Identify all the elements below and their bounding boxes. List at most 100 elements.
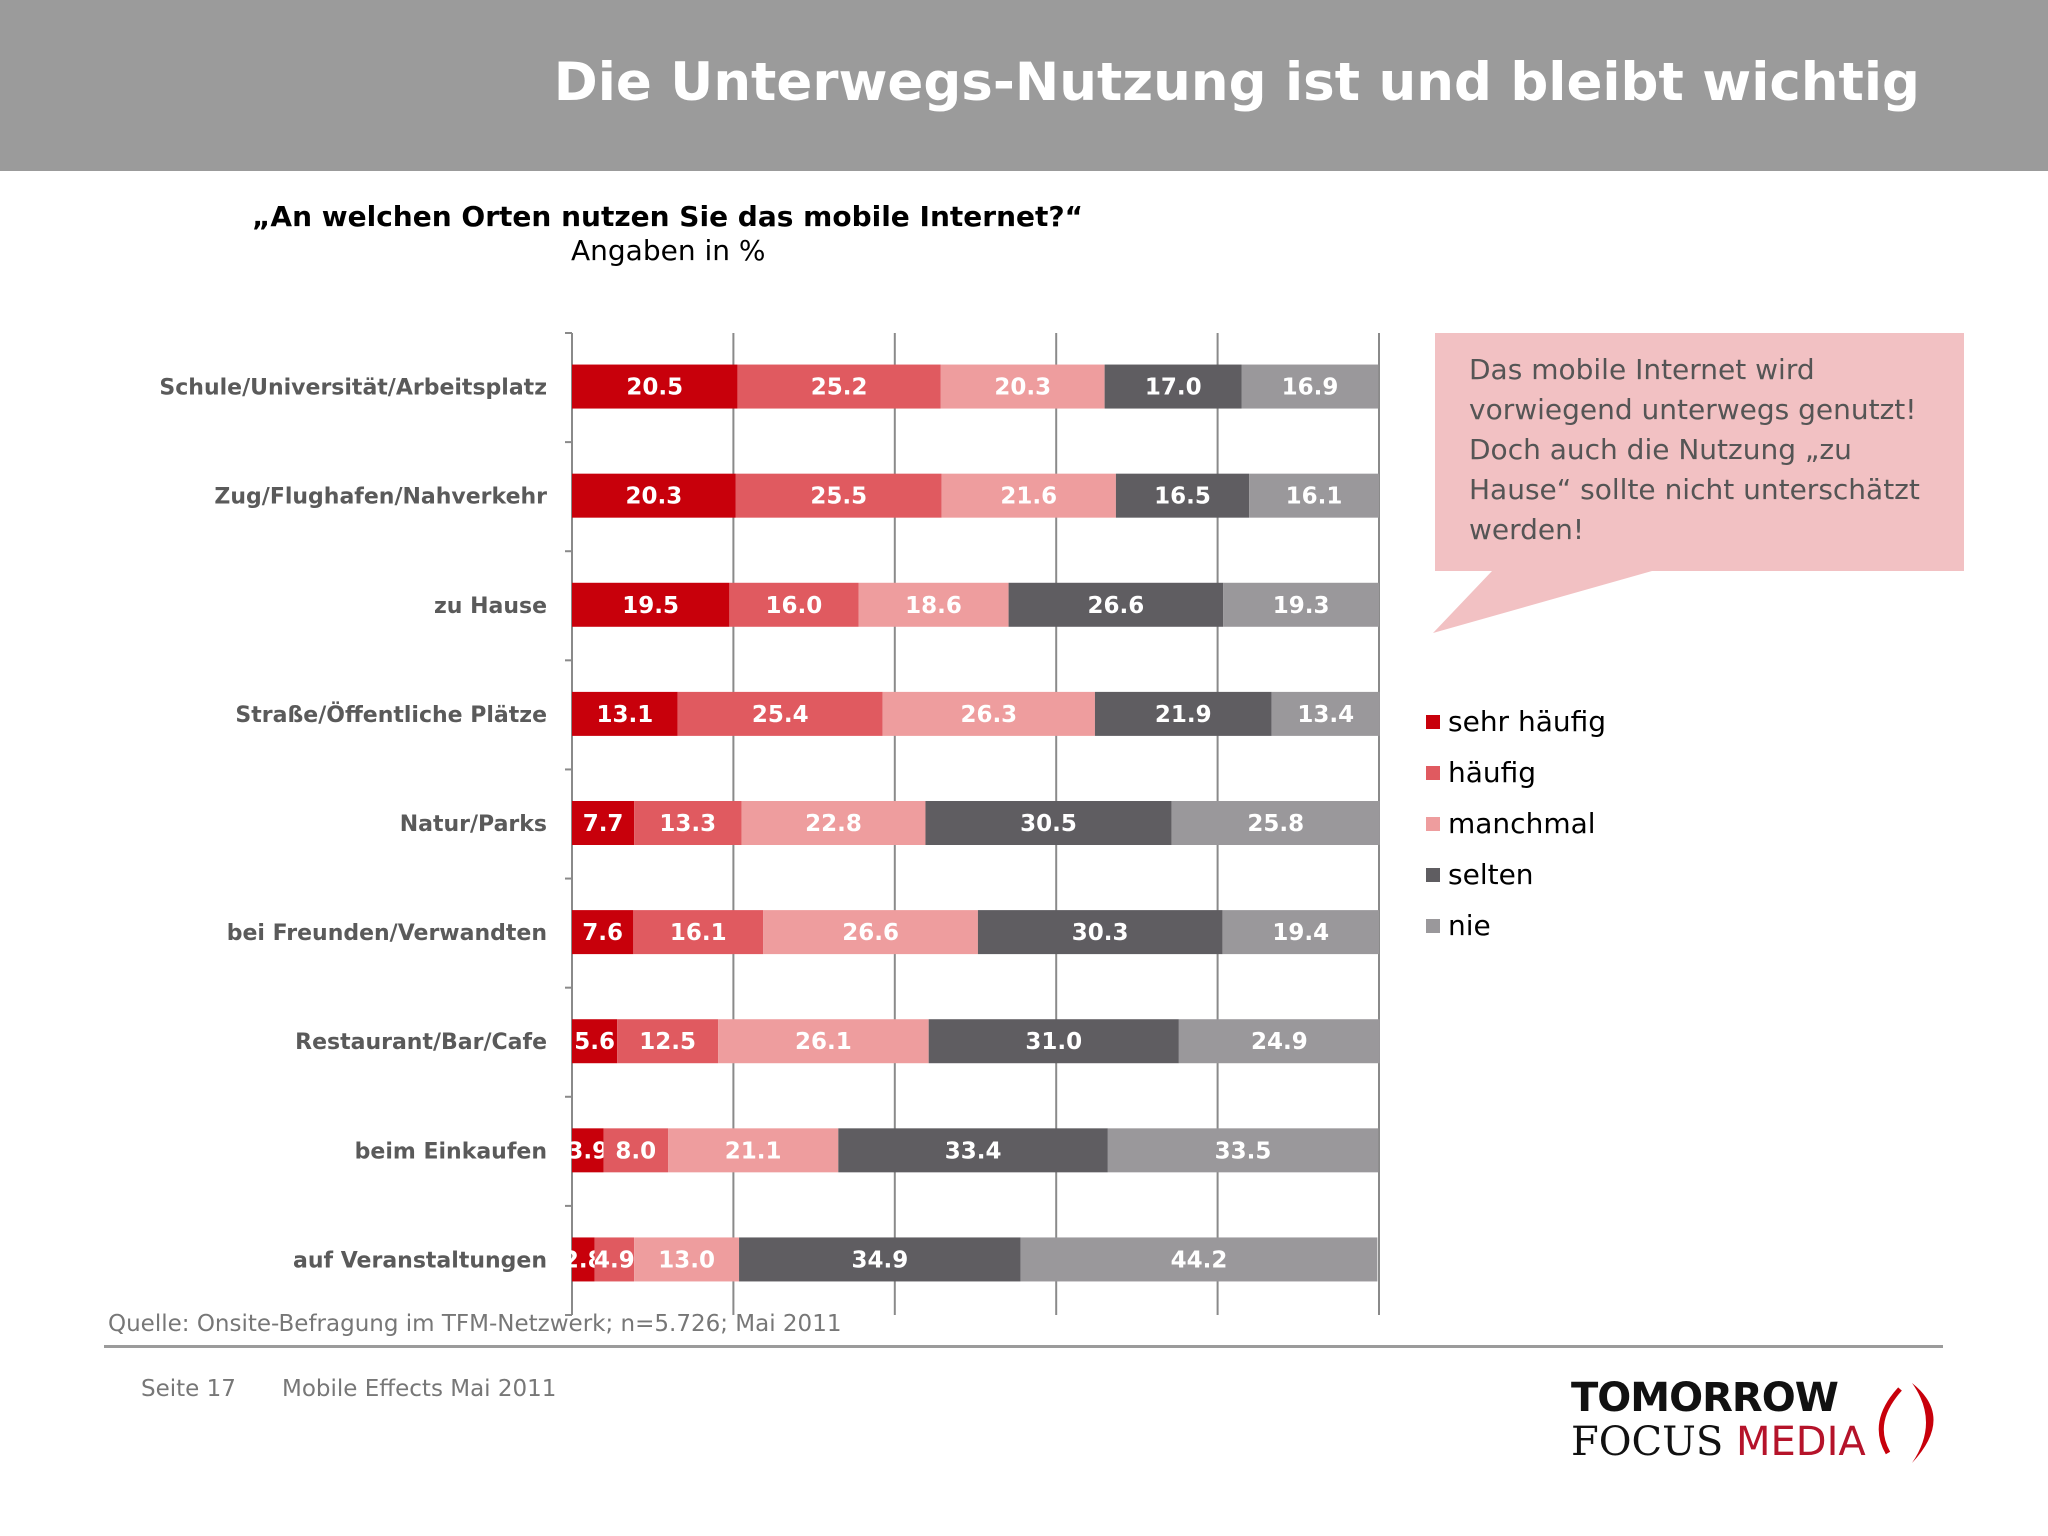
legend-item: selten [1426, 858, 1534, 891]
bar-segment-häufig [633, 910, 764, 955]
data-label: 13.1 [596, 702, 653, 728]
legend-swatch [1426, 714, 1440, 729]
legend-item: nie [1426, 909, 1491, 942]
bar-segment-sehr-häufig [572, 473, 736, 518]
legend-swatch [1426, 867, 1440, 882]
data-label: 30.5 [1020, 811, 1077, 837]
data-label: 25.4 [752, 702, 809, 728]
data-label: 25.2 [811, 375, 868, 401]
bar-segment-selten [928, 1019, 1179, 1064]
bar-segment-sehr-häufig [572, 801, 635, 845]
bar-segment-häufig [617, 1019, 719, 1064]
bar-segment-nie [1241, 364, 1379, 409]
bar-segment-nie [1223, 582, 1379, 627]
data-label: 33.5 [1215, 1138, 1272, 1164]
category-label: Natur/Parks [400, 812, 547, 837]
category-label: Straße/Öffentliche Plätze [235, 702, 547, 728]
data-label: 20.5 [626, 375, 683, 401]
data-label: 19.5 [622, 593, 679, 619]
data-label: 26.1 [795, 1029, 852, 1055]
data-label: 25.8 [1247, 811, 1304, 837]
bar-segment-selten [1115, 473, 1250, 518]
bar-segment-nie [1249, 473, 1379, 518]
bar-segment-selten [1008, 582, 1224, 627]
legend-label: nie [1448, 909, 1491, 942]
source-note: Quelle: Onsite-Befragung im TFM-Netzwerk… [108, 1311, 842, 1337]
data-label: 13.4 [1297, 702, 1354, 728]
data-label: 21.1 [725, 1138, 782, 1164]
legend-swatch [1426, 765, 1440, 780]
page-title: Die Unterwegs-Nutzung ist und bleibt wic… [553, 52, 1920, 113]
legend-label: häufig [1448, 756, 1537, 789]
logo-arc-icon [1878, 1383, 1934, 1463]
bar-segment-häufig [729, 582, 859, 627]
legend-item: manchmal [1426, 807, 1596, 840]
bar-segment-nie [1107, 1128, 1379, 1173]
bar-segment-manchmal [941, 473, 1116, 518]
category-label: zu Hause [434, 594, 547, 619]
data-label: 8.0 [615, 1138, 656, 1164]
data-label: 16.0 [766, 593, 823, 619]
data-label: 13.0 [658, 1247, 715, 1273]
footer-divider [104, 1345, 1943, 1348]
legend-label: sehr häufig [1448, 705, 1607, 738]
bar-segment-nie [1271, 691, 1380, 736]
data-label: 33.4 [945, 1138, 1002, 1164]
bar-segment-sehr-häufig [572, 364, 738, 409]
data-label: 20.3 [994, 375, 1051, 401]
data-label: 7.6 [582, 920, 623, 946]
category-label: auf Veranstaltungen [293, 1248, 547, 1273]
chart-subtitle: Angaben in % [571, 234, 766, 267]
bar-segment-manchmal [882, 691, 1095, 736]
data-label: 13.3 [659, 811, 716, 837]
bar-segment-häufig [634, 801, 742, 845]
data-label: 18.6 [905, 593, 962, 619]
data-label: 19.4 [1272, 920, 1329, 946]
bar-segment-manchmal [940, 364, 1105, 409]
bar-segment-manchmal [763, 910, 978, 955]
data-label: 3.9 [567, 1138, 608, 1164]
legend-swatch [1426, 918, 1440, 933]
bar-segment-sehr-häufig [572, 582, 730, 627]
category-label: Schule/Universität/Arbeitsplatz [159, 376, 547, 401]
bar-segment-häufig [735, 473, 942, 518]
bar-segment-selten [1094, 691, 1272, 736]
speech-bubble [1433, 333, 1964, 633]
data-label: 30.3 [1072, 920, 1129, 946]
bar-segment-sehr-häufig [572, 910, 634, 955]
bar-segment-sehr-häufig [572, 1237, 595, 1282]
data-label: 16.5 [1154, 484, 1211, 510]
bar-segment-selten [925, 801, 1172, 845]
data-label: 16.1 [670, 920, 727, 946]
bar-segment-nie [1178, 1019, 1380, 1064]
bar-segment-nie [1020, 1237, 1378, 1282]
data-label: 26.6 [1088, 593, 1145, 619]
data-label: 21.9 [1155, 702, 1212, 728]
data-label: 26.6 [842, 920, 899, 946]
bar-segment-häufig [603, 1128, 669, 1173]
data-label: 26.3 [960, 702, 1017, 728]
bar-segment-manchmal [741, 801, 926, 845]
data-label: 20.3 [626, 484, 683, 510]
bar-segment-nie [1222, 910, 1379, 955]
legend-item: häufig [1426, 756, 1536, 789]
bar-segment-häufig [677, 691, 883, 736]
bar-segment-sehr-häufig [572, 691, 678, 736]
category-label: bei Freunden/Verwandten [227, 921, 547, 946]
legend-label: selten [1448, 858, 1534, 891]
bar-segment-selten [739, 1237, 1021, 1282]
category-label: Restaurant/Bar/Cafe [295, 1030, 547, 1055]
bar-segment-sehr-häufig [572, 1128, 604, 1173]
legend-swatch [1426, 816, 1440, 831]
bar-segment-manchmal [718, 1019, 929, 1064]
page-number: Seite 17 [141, 1376, 236, 1402]
bar-segment-manchmal [668, 1128, 839, 1173]
legend-label: manchmal [1448, 807, 1596, 840]
data-label: 16.9 [1282, 375, 1339, 401]
data-label: 5.6 [574, 1029, 615, 1055]
data-label: 16.1 [1286, 484, 1343, 510]
data-label: 34.9 [851, 1247, 908, 1273]
data-label: 19.3 [1273, 593, 1330, 619]
callout-text: Das mobile Internet wird vorwiegend unte… [1469, 353, 1920, 546]
